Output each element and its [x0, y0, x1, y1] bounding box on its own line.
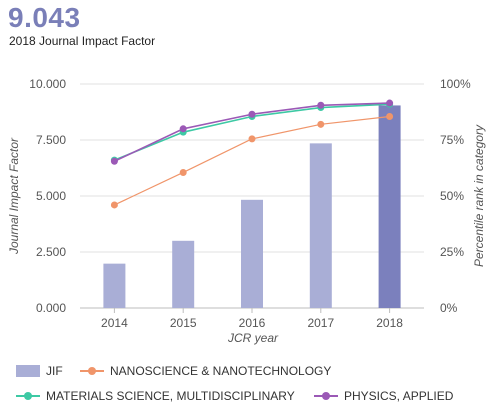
left-axis-ticks: 0.000 2.500 5.000 7.500 10.000 — [29, 77, 66, 315]
legend-item-jif[interactable]: JIF — [16, 364, 63, 378]
x-axis-ticks: 2014 2015 2016 2017 2018 — [101, 308, 403, 330]
series-0-point-2015 — [179, 168, 187, 176]
right-axis-title: Percentile rank in category — [472, 124, 486, 267]
legend-line-swatch — [16, 392, 40, 400]
series-0-point-2016 — [248, 135, 256, 143]
left-axis-title: Journal Impact Factor — [7, 137, 21, 255]
legend-line-swatch — [80, 367, 104, 375]
jif-bar-2017 — [309, 143, 332, 308]
series-line-0 — [114, 115, 390, 206]
series-0-point-2014 — [110, 201, 118, 209]
legend-label-materials-science: MATERIALS SCIENCE, MULTIDISCIPLINARY — [46, 389, 295, 403]
legend-line-swatch — [314, 392, 338, 400]
legend-label-nanoscience: NANOSCIENCE & NANOTECHNOLOGY — [110, 364, 332, 378]
left-tick-label: 5.000 — [36, 189, 66, 203]
left-tick-label: 2.500 — [36, 245, 66, 259]
legend-label-physics-applied: PHYSICS, APPLIED — [344, 389, 454, 403]
jif-bar-2018 — [378, 105, 401, 308]
legend-item-nanoscience[interactable]: NANOSCIENCE & NANOTECHNOLOGY — [80, 364, 331, 378]
series-2-point-2018 — [386, 99, 394, 107]
right-tick-label: 0% — [440, 301, 458, 315]
chart-subtitle: 2018 Journal Impact Factor — [9, 34, 156, 48]
right-tick-label: 100% — [440, 77, 471, 91]
journal-impact-factor-value: 9.043 — [8, 2, 81, 33]
right-tick-label: 25% — [440, 245, 464, 259]
legend-label-jif: JIF — [46, 364, 63, 378]
series-2-point-2016 — [248, 110, 256, 118]
x-tick-label: 2015 — [170, 316, 197, 330]
left-tick-label: 0.000 — [36, 301, 66, 315]
legend-item-materials-science[interactable]: MATERIALS SCIENCE, MULTIDISCIPLINARY — [16, 389, 295, 403]
x-tick-label: 2014 — [101, 316, 128, 330]
right-tick-label: 50% — [440, 189, 464, 203]
left-tick-label: 10.000 — [29, 77, 66, 91]
series-2-point-2014 — [110, 157, 118, 165]
right-tick-label: 75% — [440, 133, 464, 147]
x-tick-label: 2016 — [239, 316, 266, 330]
series-0-point-2018 — [386, 112, 394, 120]
x-axis-title: JCR year — [227, 331, 279, 345]
right-axis-ticks: 0% 25% 50% 75% 100% — [440, 77, 471, 315]
series-2-point-2017 — [317, 101, 325, 109]
series-0-point-2017 — [317, 120, 325, 128]
jif-bars — [103, 105, 401, 308]
jif-bar-2016 — [241, 199, 263, 308]
legend-item-physics-applied[interactable]: PHYSICS, APPLIED — [314, 389, 453, 403]
jif-bar-2015 — [172, 240, 195, 308]
percentile-lines — [110, 99, 394, 209]
series-2-point-2015 — [179, 125, 187, 133]
x-tick-label: 2017 — [307, 316, 334, 330]
legend-bar-swatch — [16, 365, 40, 377]
jif-bar-2014 — [103, 263, 126, 308]
left-tick-label: 7.500 — [36, 133, 66, 147]
x-tick-label: 2018 — [376, 316, 403, 330]
